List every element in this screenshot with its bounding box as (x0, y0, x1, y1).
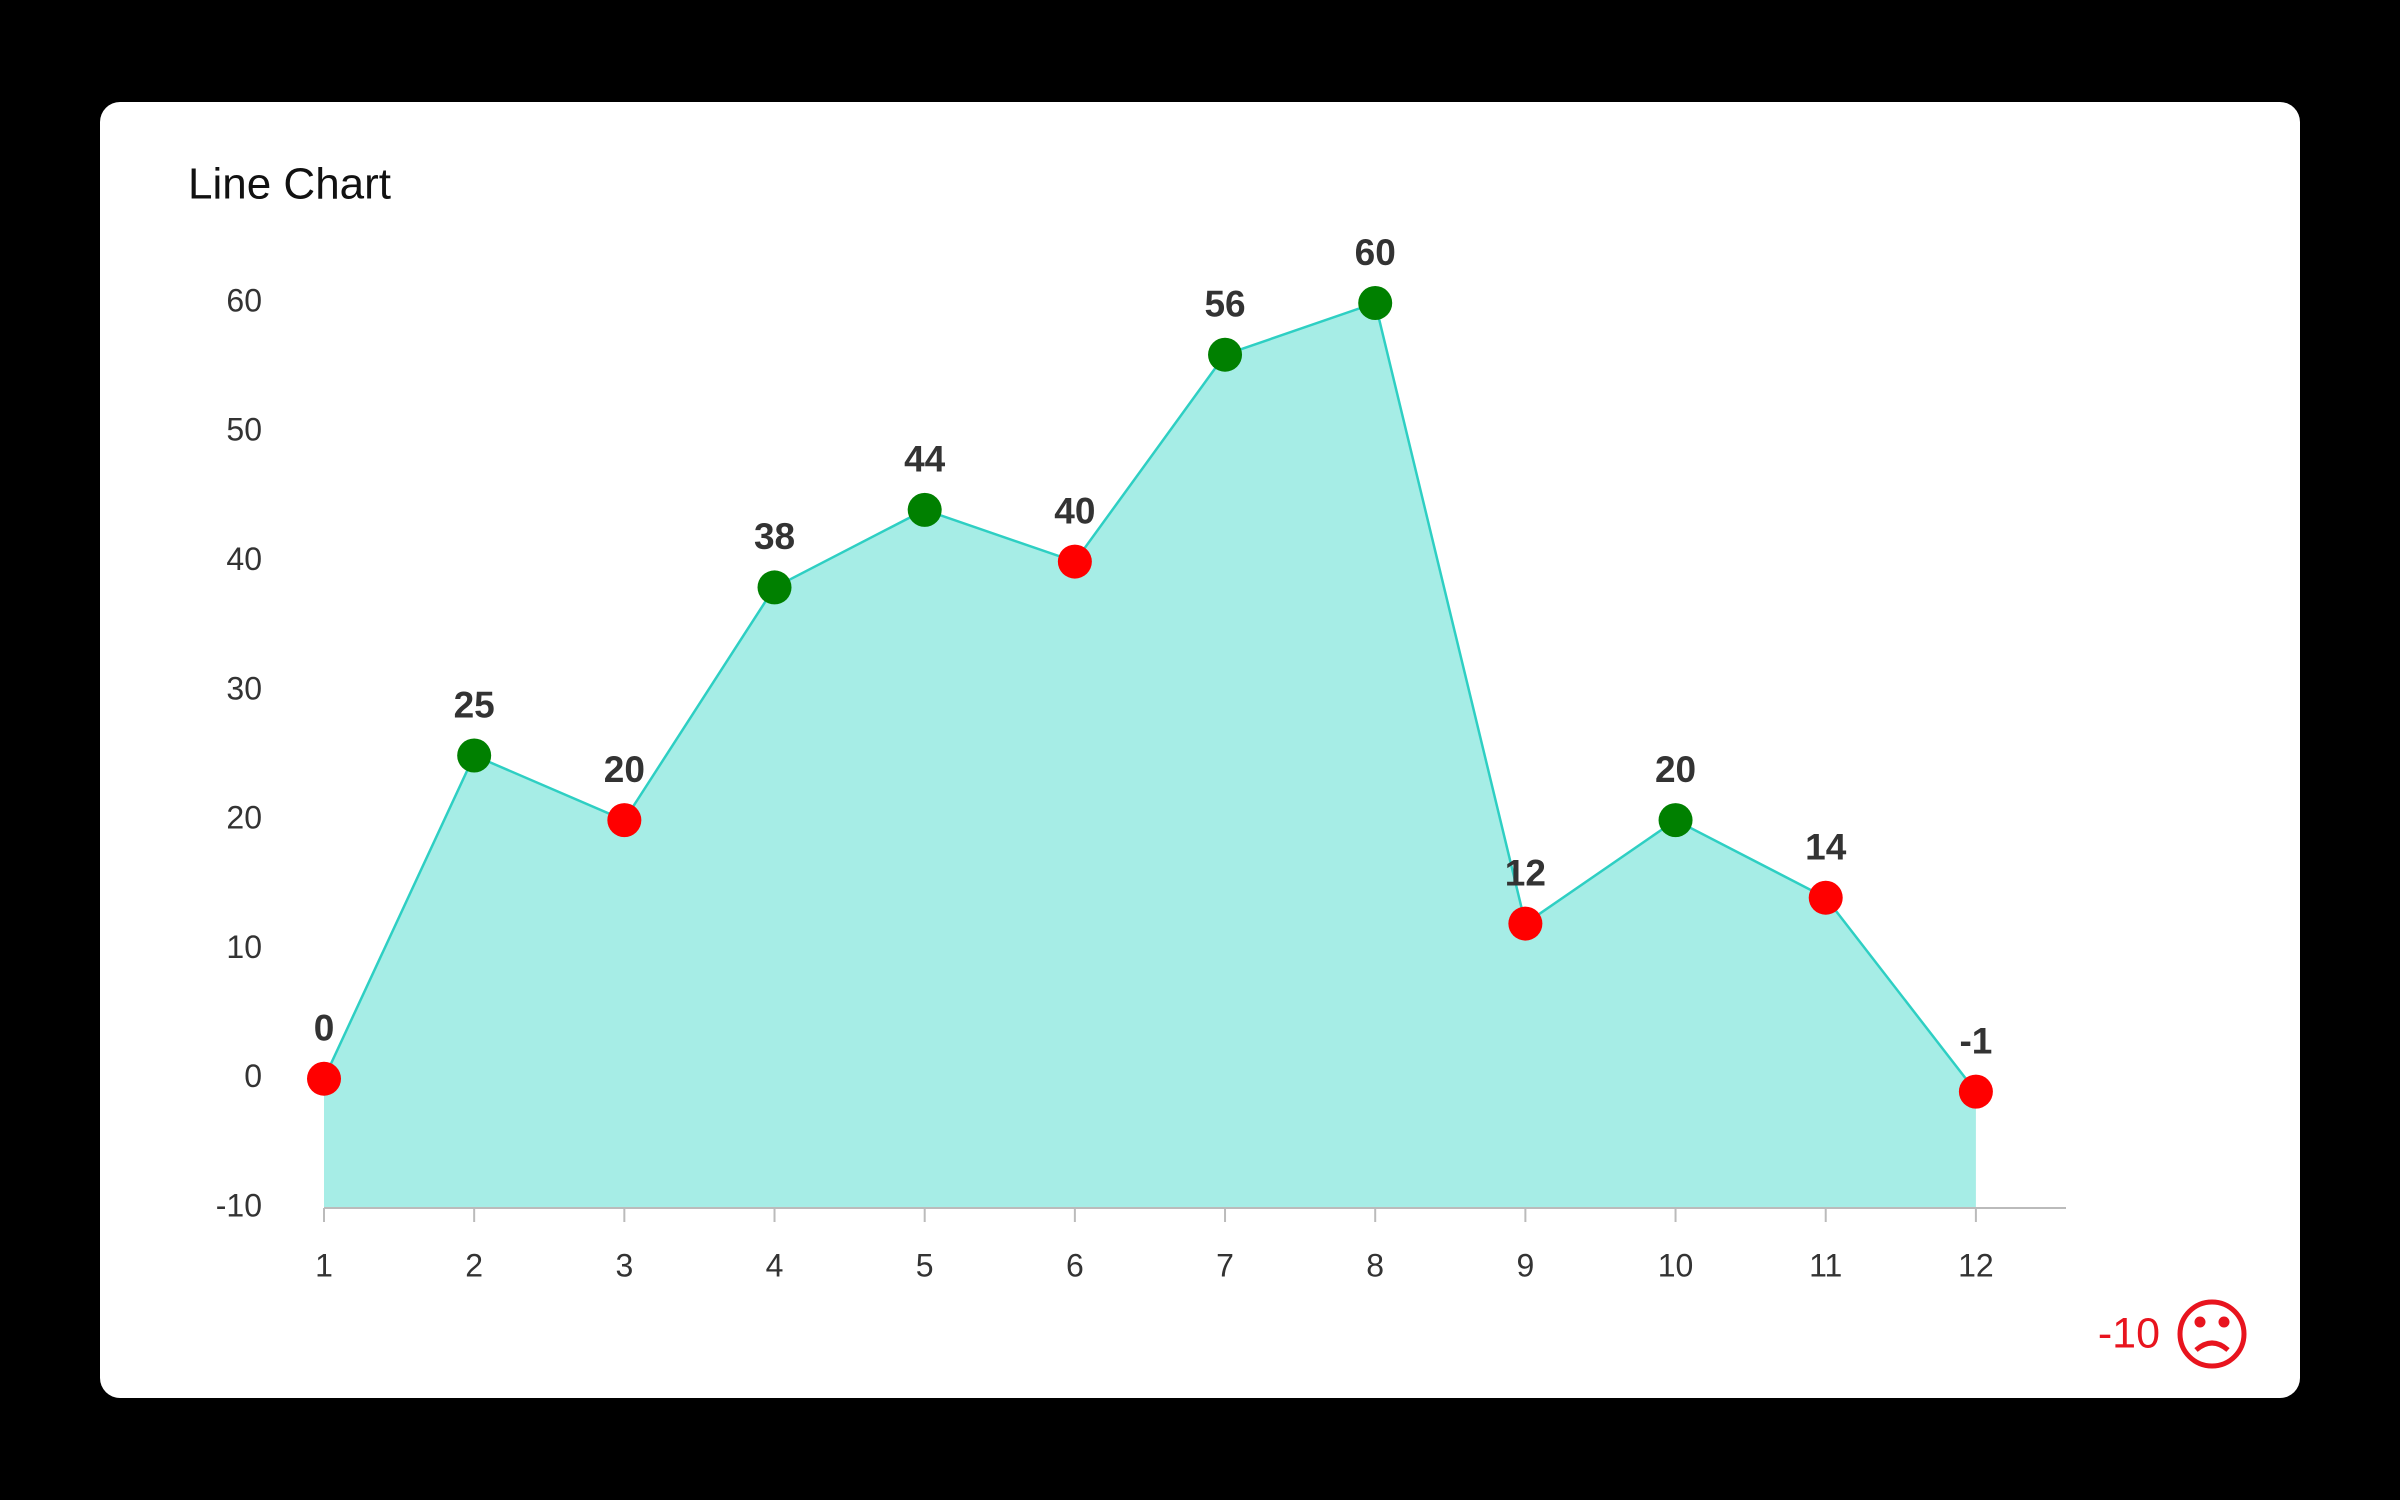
y-tick-label: 50 (226, 412, 262, 448)
annotation: -10 (2098, 1309, 2160, 1357)
chart-title: Line Chart (188, 160, 391, 209)
data-label: -1 (1959, 1020, 1992, 1061)
data-label: 0 (314, 1007, 335, 1048)
point (457, 738, 492, 773)
frown-icon (2177, 1299, 2247, 1369)
area (324, 303, 1976, 1208)
y-tick-label: 40 (226, 541, 262, 577)
x-tick-label: 10 (1658, 1247, 1694, 1283)
data-label: 25 (454, 684, 495, 725)
point (1958, 1074, 1993, 1109)
data-label: 38 (754, 516, 795, 557)
y-tick-label: 0 (244, 1058, 262, 1094)
point (1358, 286, 1393, 320)
y-tick-label: 30 (226, 670, 262, 706)
x-tick-label: 8 (1366, 1247, 1384, 1283)
point (757, 570, 792, 605)
y-tick-label: -10 (216, 1187, 262, 1223)
x-tick-label: 4 (766, 1247, 784, 1283)
point (1057, 544, 1092, 579)
x-tick-label: 6 (1066, 1247, 1084, 1283)
x-tick-label: 5 (916, 1247, 934, 1283)
point (607, 803, 642, 838)
point (307, 1061, 341, 1096)
x-tick-label: 3 (615, 1247, 633, 1283)
y-tick-label: 60 (226, 282, 262, 318)
x-tick-label: 7 (1216, 1247, 1234, 1283)
y-tick-label: 20 (226, 800, 262, 836)
data-label: 12 (1505, 852, 1546, 893)
data-label: 56 (1204, 283, 1245, 324)
data-label: 20 (604, 749, 645, 790)
data-label: 14 (1805, 826, 1847, 867)
y-tick-label: 10 (226, 929, 262, 965)
x-tick-label: 2 (465, 1247, 483, 1283)
x-tick-label: 11 (1809, 1247, 1842, 1283)
point (1208, 337, 1243, 372)
data-label: 20 (1655, 749, 1696, 790)
line (322, 301, 1977, 1093)
x-tick-label: 1 (315, 1247, 333, 1283)
data-label: 60 (1355, 232, 1396, 273)
point (907, 492, 942, 527)
data-label: 44 (904, 439, 946, 480)
point (1508, 906, 1543, 941)
x-tick-label: 9 (1516, 1247, 1534, 1283)
point (1808, 880, 1843, 915)
point (1658, 803, 1693, 838)
x-tick-label: 12 (1958, 1247, 1994, 1283)
data-label: 40 (1054, 490, 1095, 531)
